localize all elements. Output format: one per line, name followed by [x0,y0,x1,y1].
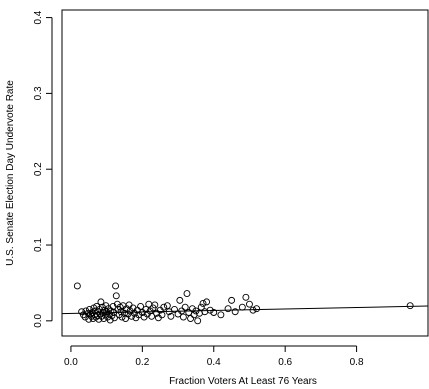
plot-frame [61,9,429,337]
data-point [179,313,187,321]
data-point [82,307,90,315]
data-point [231,308,239,316]
data-point [112,292,120,300]
x-tick-label: 0.6 [278,357,292,368]
x-axis: 0.0 0.2 0.4 0.6 0.8 [64,345,364,368]
x-tick-label: 0.2 [135,357,149,368]
data-point [106,316,114,324]
y-tick-label: 0.4 [33,10,44,24]
data-point [171,306,178,313]
data-point [187,315,195,323]
x-tick-label: 0.0 [64,357,78,368]
data-point [406,302,414,310]
x-tick-label: 0.8 [350,357,364,368]
x-axis-label: Fraction Voters At Least 76 Years [169,376,317,387]
y-axis-label: U.S. Senate Election Day Undervote Rate [5,80,16,266]
y-axis: 0.0 0.1 0.2 0.3 0.4 [33,10,53,328]
y-tick-label: 0.3 [33,86,44,100]
x-tick-label: 0.4 [207,357,221,368]
data-point [188,305,196,313]
data-point [181,303,189,311]
data-point [148,312,156,320]
data-point [163,302,171,310]
regression-line [61,305,429,315]
data-point [160,303,168,311]
data-point [100,315,108,323]
data-point [167,312,175,320]
data-point [253,305,261,313]
data-point [142,306,150,313]
y-tick-label: 0.0 [33,313,44,327]
data-point [210,309,218,316]
y-tick-label: 0.1 [33,238,44,252]
data-point [194,317,202,325]
data-point [203,298,211,306]
data-point [117,308,125,316]
data-point [183,290,191,297]
data-point [137,302,145,310]
data-point [242,293,250,301]
data-point [217,311,225,319]
data-point [224,305,232,313]
y-tick-label: 0.2 [33,162,44,176]
data-point [228,296,236,304]
data-point [121,309,128,317]
data-point [176,296,184,304]
plot-area [61,9,429,337]
data-point [112,282,120,290]
data-point [151,301,159,309]
data-point [197,303,205,311]
data-point [73,282,81,290]
data-point [246,300,253,308]
data-point [199,299,207,307]
